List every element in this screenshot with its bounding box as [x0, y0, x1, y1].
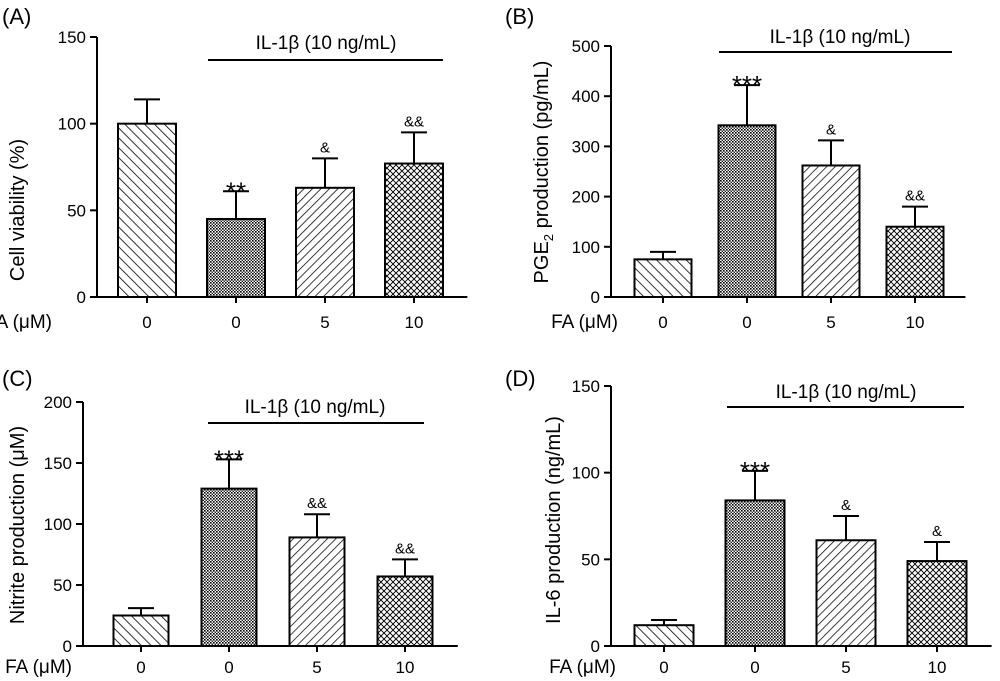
significance-marker: & [932, 523, 942, 540]
panel-label: (D) [505, 366, 536, 391]
bar [801, 164, 861, 298]
panel-c: (C) Nitrite production (μM) FA (μM) IL-1… [2, 366, 458, 678]
x-tick-label: 5 [841, 658, 850, 677]
significance-marker: *** [732, 70, 762, 100]
y-tick-label: 200 [44, 393, 72, 412]
significance-marker: & [841, 497, 851, 514]
y-tick-label: 500 [572, 37, 600, 56]
bar [112, 614, 170, 647]
panel-label: (A) [2, 4, 31, 29]
x-tick-label: 0 [742, 313, 751, 332]
y-tick-label: 400 [572, 87, 600, 106]
y-tick-label: 0 [63, 637, 72, 656]
x-tick-label: 10 [928, 658, 947, 677]
bar [384, 162, 444, 298]
x-tick-label: 0 [658, 313, 667, 332]
x-tick-label: 0 [231, 313, 240, 332]
treatment-label: IL-1β (10 ng/mL) [770, 27, 911, 48]
x-tick-label: 10 [906, 313, 925, 332]
bar [200, 487, 258, 647]
y-tick-label: 200 [572, 188, 600, 207]
y-tick-label: 100 [572, 238, 600, 257]
bar [815, 539, 877, 647]
x-tick-label: 0 [136, 658, 145, 677]
x-tick-label: 0 [224, 658, 233, 677]
bar [288, 536, 346, 647]
x-axis-label: FA (μM) [5, 657, 72, 678]
bar [906, 560, 968, 647]
x-tick-label: 5 [320, 313, 329, 332]
significance-marker: && [404, 113, 424, 130]
y-tick-label: 150 [58, 28, 86, 47]
bar [633, 624, 695, 648]
plot-area: 0 100 200 300 400 500 0 0 *** 5 & 10 && [572, 37, 966, 332]
x-tick-label: 0 [142, 313, 151, 332]
bar [885, 225, 945, 298]
panel-label: (C) [2, 366, 33, 391]
significance-marker: & [826, 121, 836, 138]
significance-marker: && [307, 495, 327, 512]
significance-marker: && [905, 188, 925, 205]
y-tick-label: 300 [572, 137, 600, 156]
significance-marker: *** [214, 444, 244, 474]
y-tick-label: 150 [44, 454, 72, 473]
y-tick-label: 150 [572, 377, 600, 396]
x-axis-label: FA (μM) [551, 312, 618, 333]
significance-marker: *** [740, 456, 770, 486]
treatment-label: IL-1β (10 ng/mL) [256, 33, 397, 54]
treatment-label: IL-1β (10 ng/mL) [776, 382, 917, 403]
bar [206, 218, 266, 298]
significance-marker: && [395, 540, 415, 557]
significance-marker: ** [226, 176, 246, 206]
x-tick-label: 10 [405, 313, 424, 332]
x-tick-label: 5 [826, 313, 835, 332]
y-tick-label: 50 [581, 550, 600, 569]
bar [295, 186, 355, 298]
plot-area: 0 50 100 150 0 0 ** 5 & 10 && [58, 28, 468, 332]
plot-area: 0 50 100 150 200 0 0 *** 5 && 10 && [44, 393, 458, 677]
x-tick-label: 0 [750, 658, 759, 677]
y-axis-label: PGE2 production (pg/mL) [531, 61, 556, 284]
y-axis-label: IL-6 production (ng/mL) [543, 416, 565, 624]
panel-label: (B) [505, 4, 534, 29]
bar [717, 124, 777, 299]
y-tick-label: 50 [53, 576, 72, 595]
significance-marker: & [320, 139, 330, 156]
y-tick-label: 0 [77, 288, 86, 307]
x-axis-label: FA (μM) [549, 657, 616, 678]
x-tick-label: 10 [396, 658, 415, 677]
bar [376, 575, 434, 648]
y-tick-label: 100 [58, 115, 86, 134]
plot-area: 0 50 100 150 0 0 *** 5 & 10 & [572, 377, 992, 677]
panel-b: (B) PGE2 production (pg/mL) FA (μM) IL-1… [505, 4, 966, 333]
x-tick-label: 5 [312, 658, 321, 677]
bar [633, 258, 693, 299]
y-tick-label: 50 [67, 201, 86, 220]
y-axis-label: Nitrite production (μM) [7, 426, 29, 624]
bar [724, 499, 786, 647]
y-tick-label: 0 [591, 637, 600, 656]
treatment-label: IL-1β (10 ng/mL) [245, 397, 386, 418]
y-axis-label: Cell viability (%) [7, 139, 29, 281]
x-tick-label: 0 [659, 658, 668, 677]
y-tick-label: 0 [591, 288, 600, 307]
x-axis-label: FA (μM) [0, 312, 52, 333]
panel-a: (A) Cell viability (%) FA (μM) IL-1β (10… [0, 4, 468, 333]
panel-d: (D) IL-6 production (ng/mL) FA (μM) IL-1… [505, 366, 992, 678]
y-tick-label: 100 [44, 515, 72, 534]
bar [117, 122, 177, 298]
y-tick-label: 100 [572, 464, 600, 483]
